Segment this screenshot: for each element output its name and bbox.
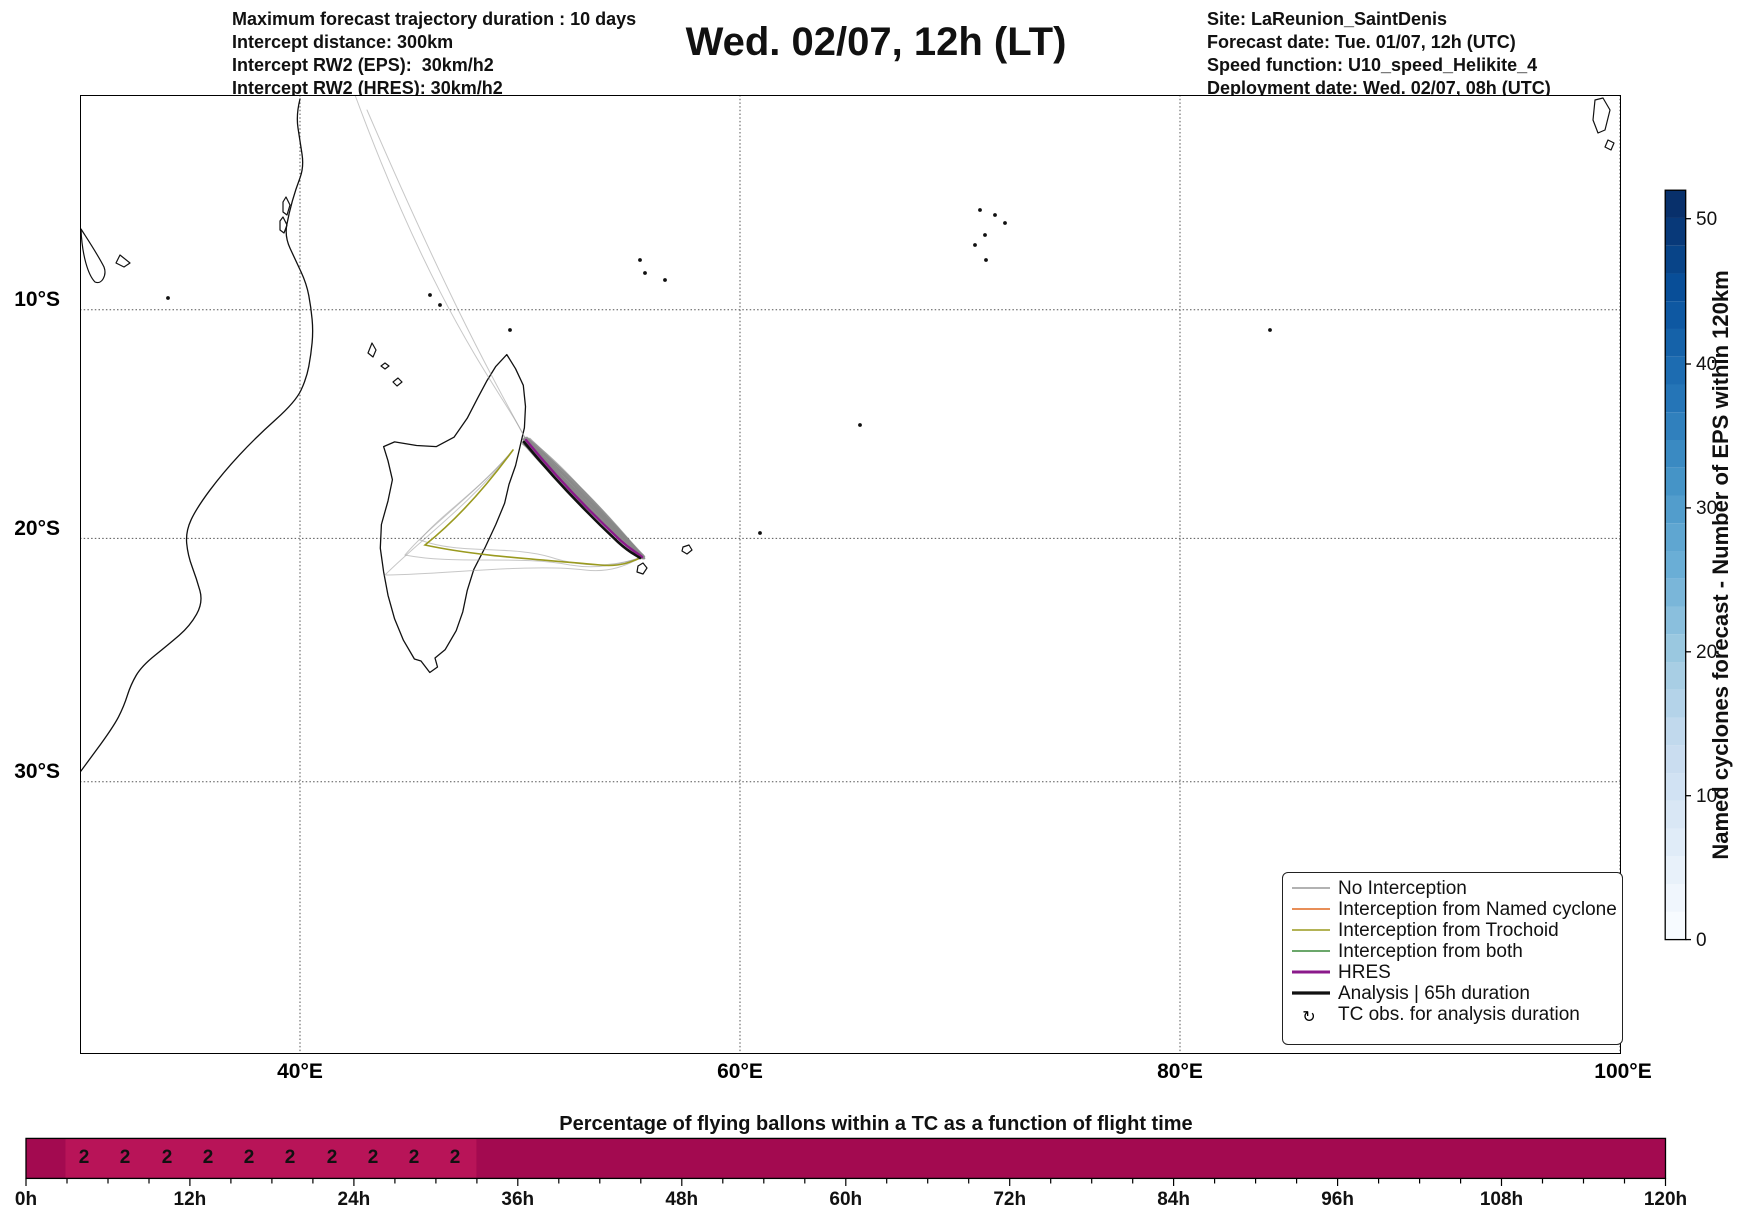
svg-text:0: 0: [1696, 930, 1707, 951]
svg-text:50: 50: [1696, 209, 1717, 230]
svg-text:↻: ↻: [1302, 1009, 1315, 1026]
svg-text:Named cyclones forecast - Numb: Named cyclones forecast - Number of EPS …: [1708, 270, 1733, 859]
